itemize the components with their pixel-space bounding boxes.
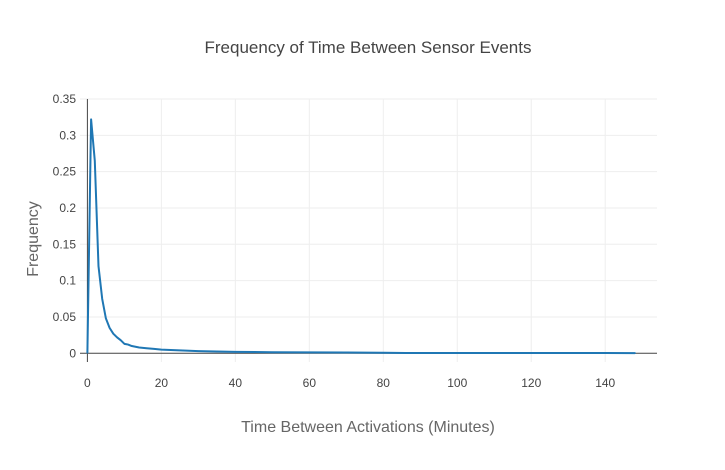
x-tick-label: 120 <box>521 376 541 390</box>
x-axis-title: Time Between Activations (Minutes) <box>241 419 495 436</box>
x-tick-label: 60 <box>303 376 317 390</box>
series-line <box>86 118 636 355</box>
x-tick-label: 100 <box>447 376 467 390</box>
y-axis-ticks: 0 0.05 0.1 0.15 0.2 0.25 0.3 0.35 <box>53 92 77 360</box>
y-tick-label: 0 <box>69 346 76 360</box>
series-layer <box>86 118 636 355</box>
x-tick-label: 80 <box>377 376 391 390</box>
y-tick-label: 0.2 <box>59 201 76 215</box>
axes <box>80 99 657 362</box>
y-tick-label: 0.05 <box>53 310 77 324</box>
x-tick-label: 40 <box>229 376 243 390</box>
x-axis-ticks: 0 20 40 60 80 100 120 140 <box>84 376 615 390</box>
y-tick-label: 0.25 <box>53 165 77 179</box>
y-tick-label: 0.15 <box>53 237 77 251</box>
x-tick-label: 140 <box>595 376 615 390</box>
y-axis-title: Frequency <box>25 201 42 277</box>
y-tick-label: 0.3 <box>59 128 76 142</box>
x-tick-label: 20 <box>155 376 169 390</box>
x-tick-label: 0 <box>84 376 91 390</box>
chart-title: Frequency of Time Between Sensor Events <box>205 38 532 57</box>
y-tick-label: 0.35 <box>53 92 77 106</box>
y-tick-label: 0.1 <box>59 274 76 288</box>
grid-lines <box>80 98 657 362</box>
